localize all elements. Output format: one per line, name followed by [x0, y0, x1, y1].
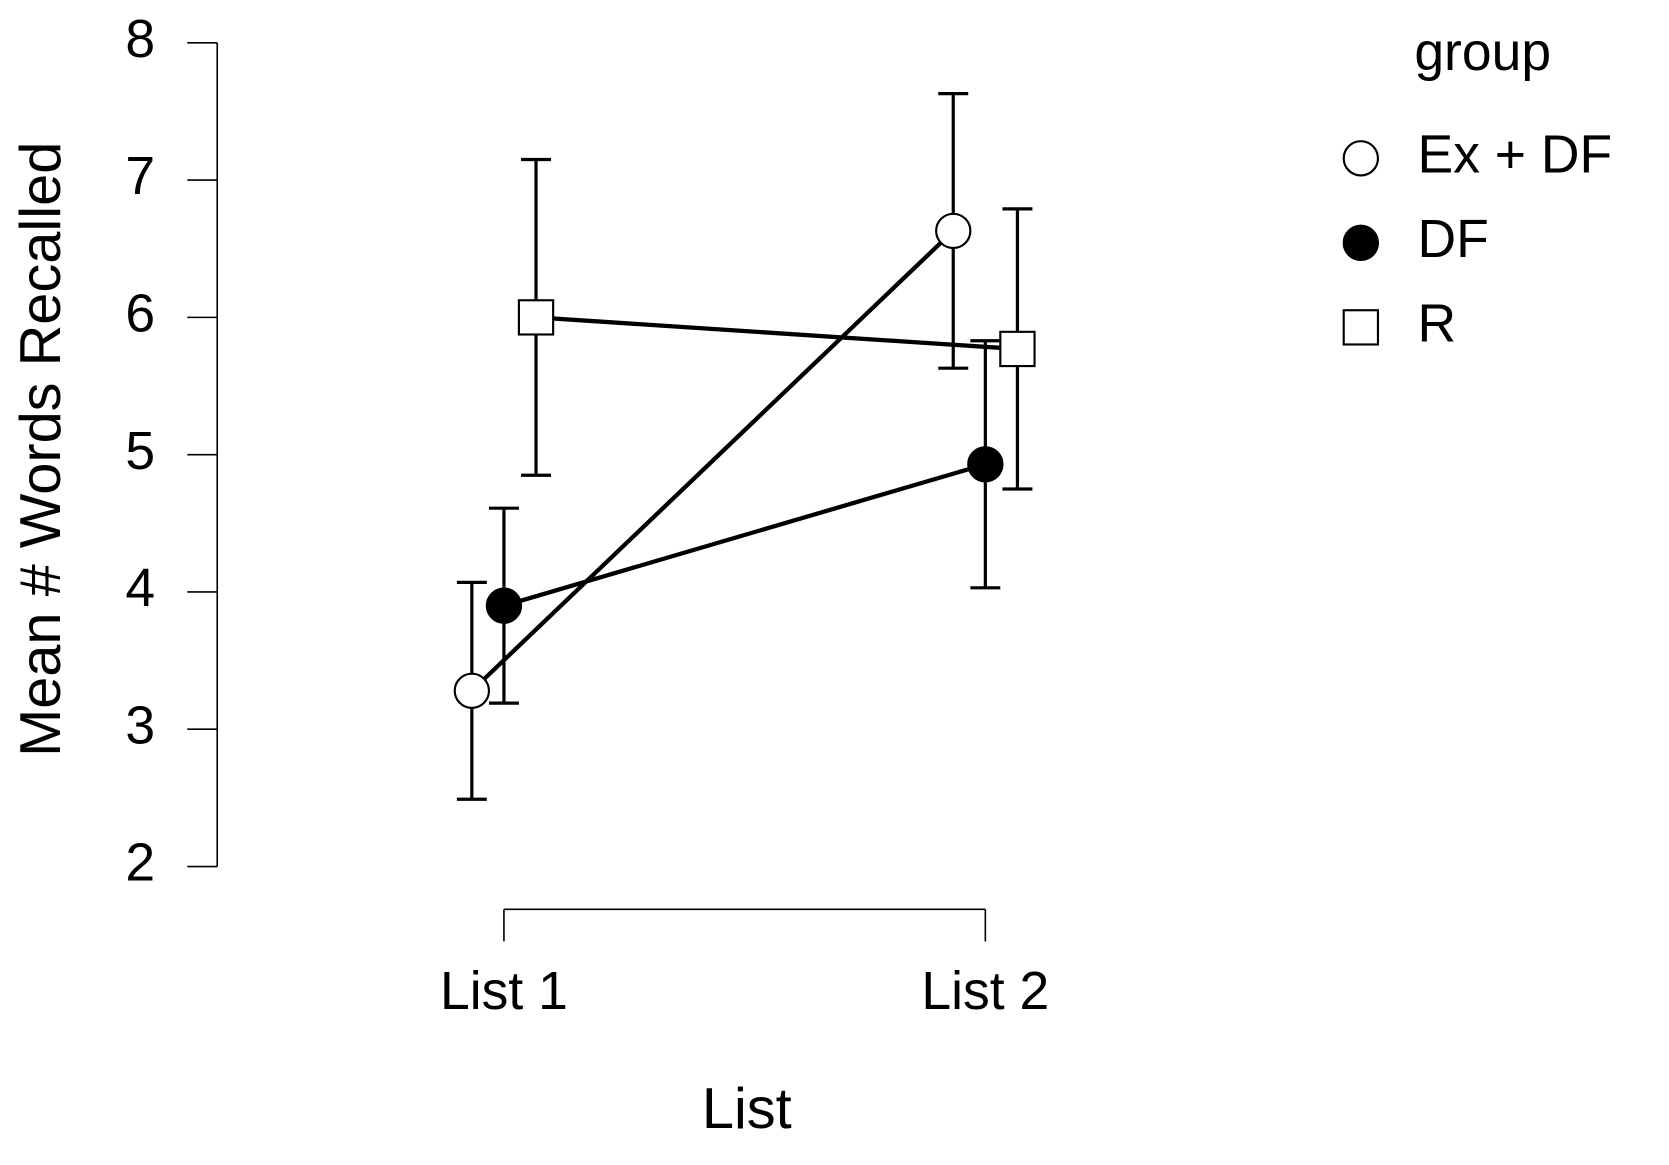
point [935, 212, 972, 250]
point [517, 299, 555, 336]
point [485, 587, 523, 624]
y-tick-label: 8 [125, 10, 155, 69]
legend-label: R [1418, 294, 1457, 353]
y-tick-label: 3 [125, 696, 155, 755]
point [999, 330, 1036, 368]
point [967, 446, 1004, 483]
y-tick-label: 7 [125, 147, 155, 206]
point [453, 672, 491, 709]
series-line [503, 462, 986, 608]
legend-marker [1342, 224, 1380, 262]
y-tick-label: 2 [125, 834, 155, 893]
y-tick-label: 5 [125, 422, 155, 481]
y-tick-label: 4 [125, 559, 155, 618]
series-line [470, 229, 955, 693]
y-tick-label: 6 [125, 284, 155, 343]
y-axis-title: Mean # Words Recalled [9, 142, 73, 757]
series-line [535, 315, 1018, 352]
x-axis-title: List [702, 1077, 792, 1141]
x-tick-label: List 1 [440, 962, 568, 1021]
legend-label: Ex + DF [1418, 125, 1613, 184]
legend-title: group [1414, 23, 1551, 82]
legend-marker [1342, 309, 1380, 346]
x-tick-label: List 2 [921, 962, 1049, 1021]
legend-marker [1342, 140, 1380, 177]
legend-label: DF [1418, 210, 1489, 269]
